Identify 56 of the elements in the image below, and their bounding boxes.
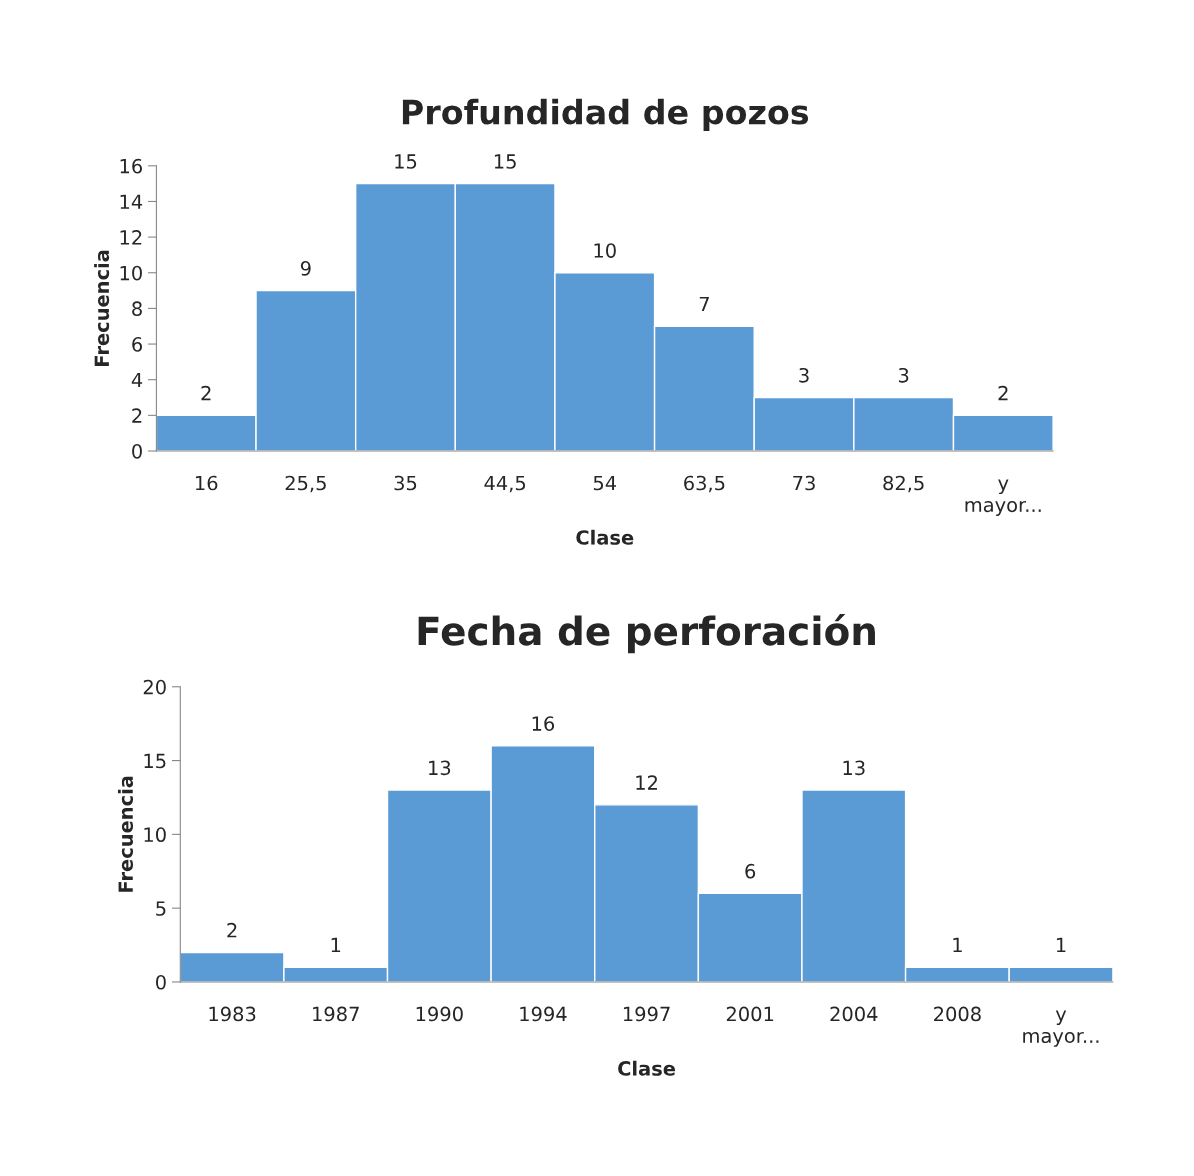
- x-tick-label: y mayor...: [965, 479, 1041, 516]
- chart-title: Fecha de perforación: [418, 614, 875, 654]
- y-tick-label: 8: [132, 301, 142, 317]
- data-label: 12: [636, 775, 657, 790]
- x-tick-label: 1987: [313, 1006, 359, 1022]
- y-tick-label: 2: [132, 408, 142, 423]
- data-label: 13: [429, 760, 451, 776]
- data-label: 15: [494, 154, 516, 169]
- x-tick-label: 1990: [416, 1006, 463, 1022]
- data-label: 1: [953, 937, 962, 953]
- y-tick-label: 5: [156, 901, 166, 916]
- x-tick-label: 1997: [623, 1006, 670, 1022]
- x-tick-label: y mayor...: [1023, 1010, 1099, 1047]
- y-tick-label: 6: [132, 337, 142, 352]
- data-label: 3: [799, 367, 809, 383]
- y-tick-label: 0: [156, 974, 166, 990]
- data-label: 10: [594, 243, 616, 258]
- y-tick-label: 12: [120, 230, 142, 245]
- data-label: 2: [227, 922, 237, 938]
- x-tick-label: 54: [593, 475, 617, 491]
- x-axis-title: Clase: [618, 1060, 676, 1076]
- chart-title: Profundidad de pozos: [402, 98, 809, 132]
- data-label: 9: [300, 261, 311, 276]
- x-tick-label: 2001: [726, 1006, 774, 1022]
- data-label: 2: [998, 385, 1008, 401]
- x-tick-label: 73: [793, 475, 815, 491]
- data-label: 6: [745, 863, 756, 879]
- y-tick-label: 10: [144, 827, 166, 843]
- y-tick-label: 10: [120, 265, 142, 281]
- x-tick-label: 25,5: [285, 475, 326, 493]
- x-tick-label: 2004: [830, 1006, 878, 1022]
- x-tick-label: 44,5: [484, 475, 526, 493]
- data-label: 7: [699, 296, 709, 312]
- data-label: 1: [1056, 937, 1066, 953]
- y-axis-title: Frecuencia: [117, 776, 134, 892]
- y-axis-title: Frecuencia: [94, 250, 110, 366]
- y-tick-label: 15: [144, 753, 166, 769]
- x-tick-label: 2008: [934, 1006, 981, 1022]
- x-tick-label: 16: [195, 475, 218, 491]
- data-label: 16: [532, 716, 555, 731]
- x-axis-title: Clase: [576, 529, 634, 545]
- y-tick-label: 20: [143, 679, 166, 695]
- x-tick-label: 1983: [209, 1006, 256, 1022]
- y-tick-label: 4: [131, 372, 143, 388]
- data-label: 13: [843, 760, 865, 776]
- x-tick-label: 63,5: [684, 475, 725, 493]
- y-tick-label: 14: [120, 194, 143, 209]
- y-tick-label: 16: [120, 158, 142, 174]
- data-label: 2: [201, 385, 211, 401]
- x-tick-label: 82,5: [883, 475, 924, 493]
- data-label: 15: [395, 154, 417, 169]
- x-tick-label: 1994: [520, 1006, 567, 1022]
- data-label: 3: [898, 367, 909, 383]
- data-label: 1: [331, 937, 341, 953]
- x-tick-label: 35: [394, 475, 417, 491]
- y-tick-label: 0: [132, 443, 142, 459]
